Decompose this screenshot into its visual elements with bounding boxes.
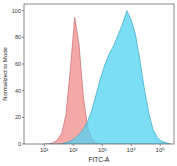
y-tick [22, 37, 24, 38]
x-tick [73, 144, 74, 146]
y-tick-label: 40 [15, 88, 21, 94]
plot-frame [24, 4, 174, 144]
series-line [44, 11, 170, 144]
y-tick [22, 144, 24, 145]
x-tick-label: 10⁴ [127, 147, 137, 153]
y-tick [22, 10, 24, 11]
y-tick [22, 90, 24, 91]
x-tick [44, 144, 45, 146]
x-tick [131, 144, 132, 146]
x-tick-label: 10² [69, 147, 78, 153]
x-tick [102, 144, 103, 146]
chart: 0 20 40 60 80 100 10¹ 10² 10³ 10⁴ 10⁵ FITC-A Normali… [0, 0, 177, 166]
x-axis-label: FITC-A [89, 156, 111, 163]
area-fill [44, 11, 170, 144]
x-tick-label: 10¹ [40, 147, 49, 153]
y-tick-label: 100 [12, 8, 21, 14]
y-tick [22, 64, 24, 65]
x-tick [160, 144, 161, 146]
plot-area [44, 11, 170, 144]
x-tick-label: 10³ [98, 147, 107, 153]
y-axis-label: Normalized to Mode [2, 46, 8, 100]
y-tick-label: 20 [15, 114, 21, 120]
y-tick [22, 117, 24, 118]
y-tick-label: 0 [18, 141, 21, 147]
y-tick-label: 60 [15, 61, 21, 67]
y-tick-label: 80 [15, 34, 21, 40]
x-tick-label: 10⁵ [156, 147, 166, 153]
